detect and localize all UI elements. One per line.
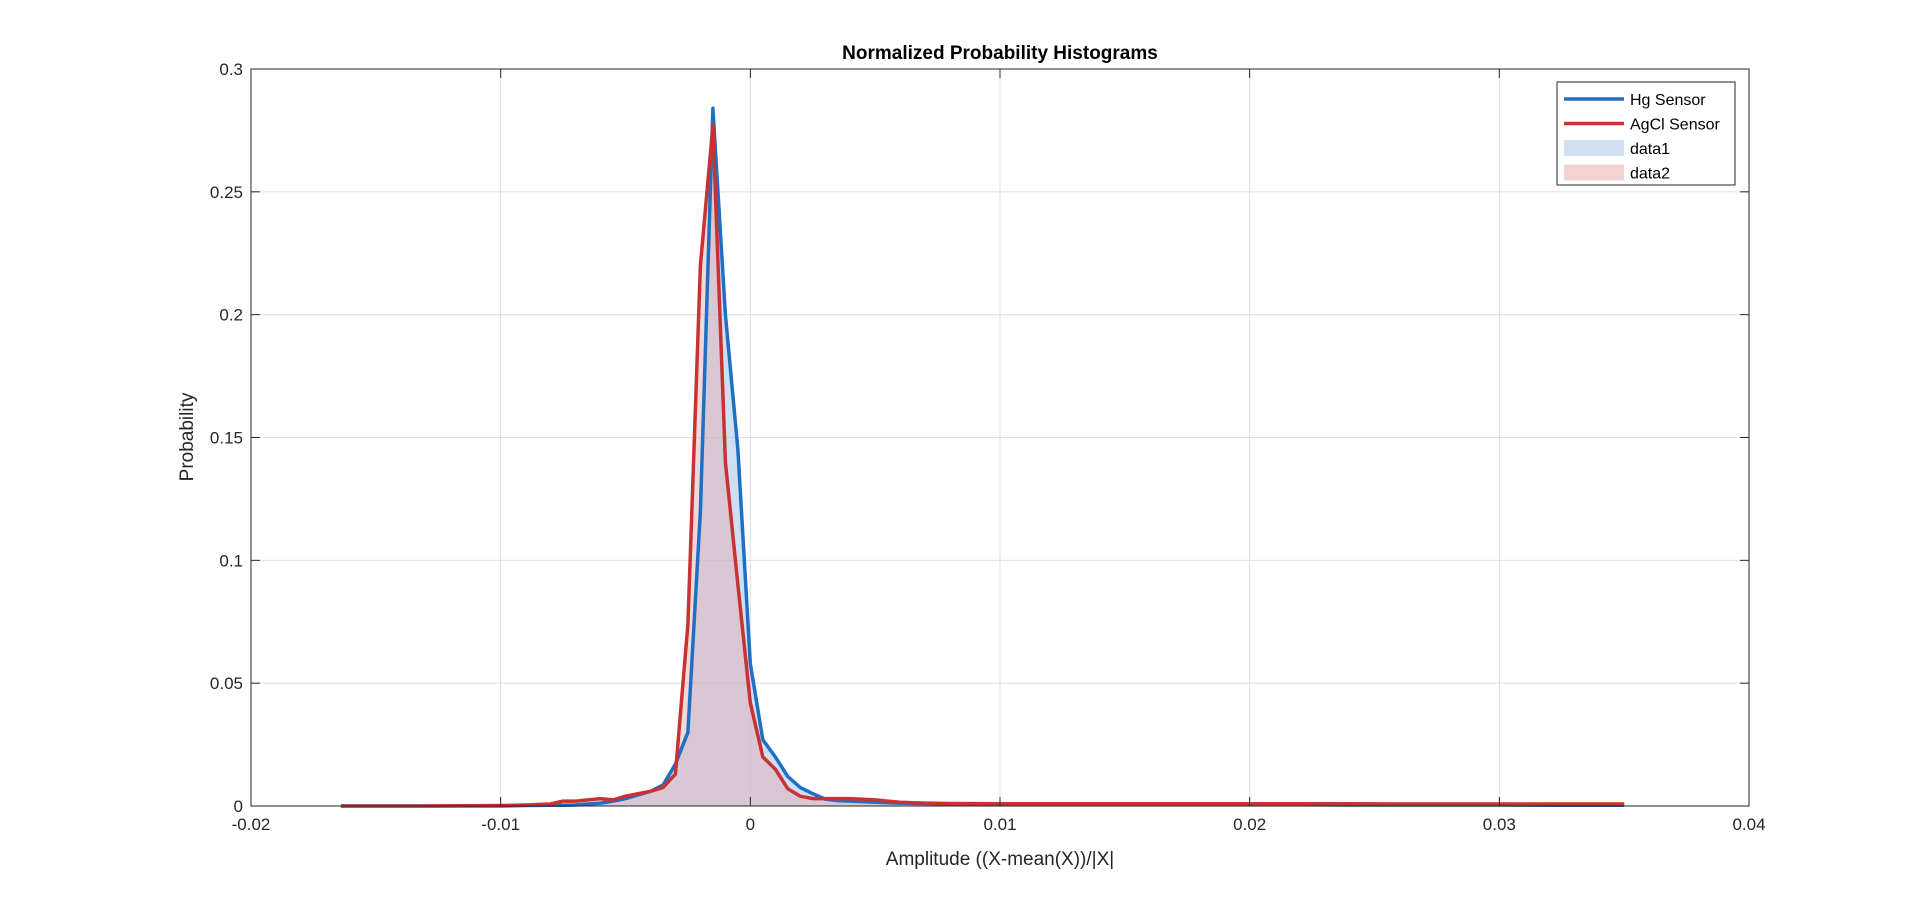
legend-entry-label: AgCl Sensor	[1630, 117, 1720, 134]
y-tick-label: 0	[234, 797, 243, 816]
y-tick-labels: 0 0.05 0.1 0.15 0.2 0.25 0.3	[210, 60, 243, 816]
x-axis-label: Amplitude ((X-mean(X))/|X|	[886, 849, 1114, 870]
y-tick-label: 0.2	[219, 306, 243, 325]
x-tick-label: 0.02	[1233, 815, 1266, 834]
x-tick-label: -0.01	[481, 815, 520, 834]
y-tick-label: 0.25	[210, 183, 243, 202]
legend-entry-label: Hg Sensor	[1630, 92, 1706, 109]
grid	[251, 69, 1749, 806]
y-tick-label: 0.15	[210, 429, 243, 448]
y-axis-label: Probability	[177, 392, 198, 481]
x-tick-labels: -0.02 -0.01 0 0.01 0.02 0.03 0.04	[232, 815, 1766, 834]
y-tick-label: 0.3	[219, 60, 243, 79]
y-tick-label: 0.05	[210, 674, 243, 693]
x-tick-label: 0.01	[983, 815, 1016, 834]
y-tick-label: 0.1	[219, 551, 243, 570]
chart-title: Normalized Probability Histograms	[842, 43, 1158, 64]
legend-swatch-patch	[1564, 164, 1624, 181]
series-line-agcl-sensor	[340, 123, 1625, 808]
x-tick-label: 0.03	[1483, 815, 1516, 834]
legend-swatch-patch	[1564, 140, 1624, 156]
series-lines	[340, 106, 1625, 808]
legend-entry-label: data1	[1630, 141, 1670, 158]
x-tick-label: 0.04	[1732, 815, 1765, 834]
axis-ticks	[250, 68, 1750, 807]
x-tick-label: -0.02	[232, 815, 271, 834]
legend-entry-label: data2	[1630, 166, 1670, 183]
x-tick-label: 0	[746, 815, 755, 834]
legend: Hg Sensor AgCl Sensor data1 data2	[1556, 81, 1736, 186]
